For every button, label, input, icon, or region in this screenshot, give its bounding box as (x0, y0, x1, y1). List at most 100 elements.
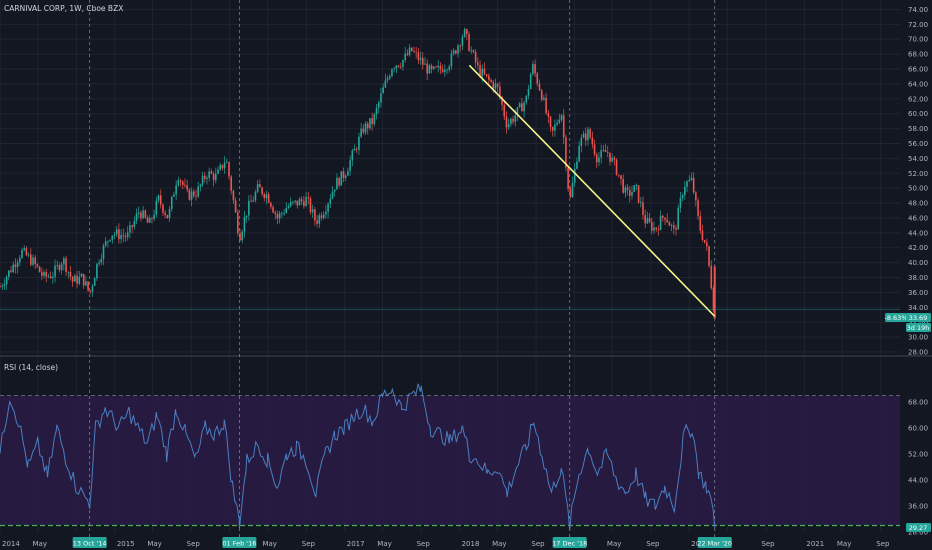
time-tick-label-7: May (262, 540, 276, 548)
candle-body-250 (549, 116, 552, 127)
candle-body-192 (421, 57, 424, 65)
rsi-value-tag-label: 29.27 (909, 524, 928, 532)
candle-body-11 (23, 248, 26, 250)
candle-body-271 (595, 154, 598, 163)
candle-body-92 (201, 175, 204, 185)
candle-body-301 (662, 215, 664, 218)
candle-body-104 (228, 162, 230, 177)
candle-body-259 (569, 188, 572, 198)
price-tick-label-6: 62.00 (908, 95, 928, 103)
candle-body-34 (74, 275, 76, 282)
candle-body-136 (298, 199, 301, 206)
candle-body-207 (455, 50, 457, 54)
rsi-tick-label-3: 44.00 (908, 477, 928, 485)
candle-body-final (713, 266, 716, 319)
candle-body-83 (181, 181, 184, 185)
candle-body-112 (245, 215, 248, 218)
candle-body-289 (635, 185, 638, 186)
candle-body-319 (701, 230, 704, 241)
candle-body-8 (16, 262, 19, 267)
candle-body-7 (14, 264, 17, 267)
candle-body-219 (481, 68, 484, 76)
candle-body-286 (628, 189, 631, 196)
candle-body-122 (267, 194, 270, 203)
candle-body-10 (21, 249, 23, 258)
candle-body-76 (166, 214, 169, 219)
candle-body-123 (270, 202, 272, 208)
candle-body-91 (199, 184, 202, 187)
candle-body-37 (80, 273, 83, 277)
price-tick-label-23: 28.00 (908, 349, 928, 357)
candle-body-47 (102, 245, 105, 259)
candle-body-57 (124, 236, 127, 238)
candle-body-163 (358, 136, 360, 150)
candle-body-231 (507, 124, 510, 128)
candle-body-291 (639, 202, 642, 204)
time-tick-label-8: Sep (302, 540, 316, 548)
candle-body-261 (573, 168, 576, 183)
candle-body-129 (283, 213, 285, 214)
candle-body-313 (688, 180, 691, 182)
candle-body-38 (82, 273, 85, 286)
candle-body-177 (388, 76, 391, 79)
candle-body-167 (366, 123, 369, 129)
price-tick-label-18: 38.00 (908, 274, 928, 282)
candle-body-320 (703, 240, 706, 243)
candle-body-175 (384, 80, 387, 88)
candle-body-124 (272, 207, 274, 213)
candle-body-274 (602, 150, 605, 151)
candle-body-284 (624, 187, 627, 193)
candle-body-42 (91, 285, 94, 292)
candle-body-169 (371, 118, 373, 125)
candle-body-9 (19, 257, 21, 263)
time-tick-label-13: May (492, 540, 506, 548)
candle-body-137 (300, 199, 303, 202)
candle-body-255 (560, 115, 563, 120)
candle-body-306 (673, 225, 675, 228)
time-tick-label-1: May (33, 540, 47, 548)
candle-body-50 (109, 239, 111, 242)
candle-body-68 (148, 218, 151, 223)
candle-body-298 (655, 227, 658, 230)
candle-body-180 (395, 65, 398, 69)
time-tick-label-20: Sep (761, 540, 775, 548)
candle-body-220 (483, 68, 486, 75)
date-tag-label-3: 22 Mar '20 (697, 540, 732, 548)
price-tick-label-9: 56.00 (908, 140, 928, 148)
candle-body-181 (397, 65, 400, 67)
candle-body-172 (377, 102, 380, 108)
candle-body-72 (157, 195, 160, 201)
candle-body-152 (333, 189, 336, 192)
candle-body-315 (692, 177, 695, 193)
candle-body-20 (43, 271, 45, 276)
rsi-title: RSI (14, close) (4, 363, 58, 372)
candle-body-187 (410, 47, 413, 51)
price-tick-label-5: 64.00 (908, 80, 928, 88)
candle-body-99 (217, 169, 219, 174)
candle-body-39 (85, 281, 87, 286)
date-tag-bg-0 (72, 537, 107, 548)
candle-body-308 (677, 207, 680, 230)
candle-body-56 (122, 235, 125, 237)
candle-body-115 (252, 200, 255, 202)
candle-body-208 (457, 45, 459, 54)
candle-body-221 (485, 74, 488, 76)
candle-body-234 (514, 115, 517, 122)
candle-body-296 (651, 221, 653, 231)
candle-body-133 (292, 201, 294, 203)
secondary-tag-bg (906, 323, 931, 332)
rsi-series (0, 383, 716, 531)
candle-body-184 (404, 53, 406, 61)
candle-body-153 (336, 177, 338, 190)
candle-body-246 (540, 90, 543, 100)
candle-body-102 (223, 162, 226, 169)
candle-body-288 (633, 185, 635, 193)
candle-body-114 (250, 200, 252, 202)
candle-body-188 (413, 50, 415, 52)
candle-body-225 (494, 83, 497, 89)
price-tick-label-13: 48.00 (908, 200, 928, 208)
candle-body-77 (168, 209, 171, 219)
candle-body-209 (459, 45, 462, 47)
candle-body-245 (538, 83, 541, 91)
candle-body-59 (129, 225, 131, 233)
